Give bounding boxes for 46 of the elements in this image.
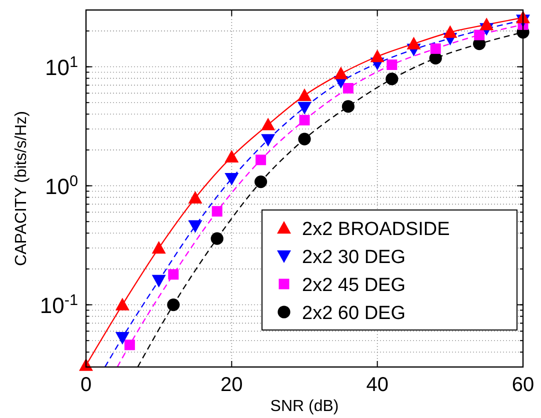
x-tick-label: 60 bbox=[512, 374, 534, 396]
point bbox=[115, 332, 130, 345]
point bbox=[298, 132, 311, 146]
point bbox=[474, 30, 485, 40]
point bbox=[79, 358, 93, 371]
legend-label: 2x2 45 DEG bbox=[302, 275, 406, 296]
point bbox=[212, 206, 222, 217]
point bbox=[256, 154, 266, 166]
point bbox=[124, 340, 135, 350]
point bbox=[261, 134, 276, 147]
y-tick-label: 10$^{-1}$ bbox=[40, 291, 78, 318]
point bbox=[299, 114, 310, 126]
point bbox=[480, 18, 494, 30]
x-tick-label: 40 bbox=[366, 374, 388, 396]
point bbox=[298, 102, 312, 114]
point bbox=[210, 232, 224, 245]
legend-label: 2x2 BROADSIDE bbox=[302, 219, 450, 240]
point bbox=[152, 274, 166, 288]
point bbox=[115, 298, 130, 310]
y-tick-label: 10$^{0}$ bbox=[44, 172, 78, 199]
point bbox=[342, 100, 354, 113]
legend-label: 2x2 30 DEG bbox=[302, 247, 406, 268]
point bbox=[406, 36, 421, 50]
point bbox=[152, 241, 166, 254]
point bbox=[334, 66, 348, 80]
point bbox=[443, 25, 458, 38]
y-tick-label: 10$^{1}$ bbox=[44, 53, 78, 80]
point bbox=[188, 220, 202, 233]
y-axis-title: CAPACITY (bits/s/Hz) bbox=[13, 111, 30, 266]
point bbox=[386, 60, 398, 70]
x-tick-label: 0 bbox=[80, 374, 92, 396]
point bbox=[188, 190, 202, 204]
point bbox=[386, 72, 398, 86]
point bbox=[261, 118, 276, 130]
point bbox=[168, 269, 179, 280]
point bbox=[224, 150, 239, 162]
point bbox=[370, 50, 384, 62]
legend-label: 2x2 60 DEG bbox=[302, 303, 406, 324]
point bbox=[430, 43, 441, 54]
x-axis-title: SNR (dB) bbox=[270, 398, 339, 415]
x-tick-label: 20 bbox=[220, 374, 243, 396]
point bbox=[298, 88, 312, 101]
point bbox=[254, 176, 268, 188]
point bbox=[342, 83, 354, 94]
point bbox=[167, 298, 180, 312]
point bbox=[224, 172, 239, 186]
